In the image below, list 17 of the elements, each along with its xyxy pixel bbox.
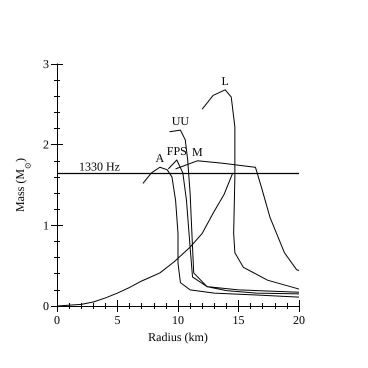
series-label: FPS: [166, 144, 187, 158]
x-tick-label: 20: [293, 313, 305, 327]
x-tick-label: 15: [232, 313, 244, 327]
x-tick-label: 5: [114, 313, 120, 327]
ref-line-label: 1330 Hz: [79, 160, 120, 174]
series-label: UU: [172, 114, 190, 128]
y-tick-label: 1: [43, 218, 49, 232]
series-label: A: [156, 151, 165, 166]
y-tick-label: 2: [43, 138, 49, 152]
y-tick-label: 3: [43, 57, 49, 71]
x-tick-label: 10: [172, 313, 184, 327]
y-tick-label: 0: [43, 299, 49, 313]
x-axis-title: Radius (km): [148, 330, 208, 344]
series-label: M: [192, 144, 204, 159]
series-label: L: [222, 74, 229, 88]
y-axis-title: Mass (M⊙): [13, 158, 33, 212]
x-tick-label: 0: [54, 313, 60, 327]
